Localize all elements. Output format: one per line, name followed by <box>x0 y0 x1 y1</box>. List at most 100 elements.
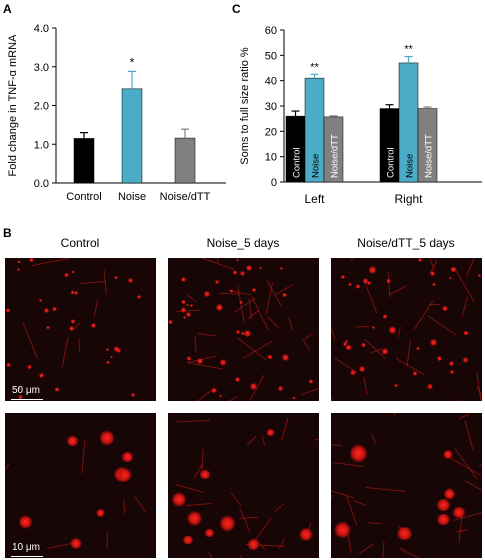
cell-body <box>109 355 113 358</box>
cell-body <box>66 435 80 447</box>
process-fiber <box>278 538 285 549</box>
process-fiber <box>356 325 370 328</box>
cell-body <box>451 506 466 519</box>
process-fiber <box>331 309 336 340</box>
cell-body <box>348 282 353 287</box>
process-fiber <box>81 439 86 474</box>
bar-series-label: Noise <box>311 154 322 178</box>
process-fiber <box>197 258 235 270</box>
process-fiber <box>208 552 220 558</box>
y-tick-label: 50 <box>265 50 277 62</box>
cell-body <box>186 311 192 317</box>
cell-body <box>386 278 392 284</box>
process-fiber <box>455 529 468 533</box>
cell-body <box>244 330 251 337</box>
scalebar-label-10um: 10 μm <box>12 542 40 553</box>
cell-body <box>71 318 76 324</box>
cell-body <box>371 326 376 329</box>
cell-body <box>463 331 469 336</box>
cell-body <box>16 386 21 391</box>
cell-body <box>6 362 11 367</box>
significance-label: ** <box>310 61 319 73</box>
cell-body <box>219 515 235 532</box>
process-fiber <box>280 416 289 441</box>
cell-body <box>96 509 106 518</box>
x-group-label: Left <box>304 192 325 206</box>
process-fiber <box>413 300 434 330</box>
process-fiber <box>22 321 39 359</box>
cell-body <box>99 430 114 446</box>
panel-letter-b: B <box>3 226 12 240</box>
cell-body <box>113 345 120 353</box>
cell-body <box>383 314 388 319</box>
process-fiber <box>194 335 197 353</box>
cell-body <box>394 383 398 387</box>
process-fiber <box>134 495 147 512</box>
cell-body <box>463 357 469 363</box>
cell-body <box>70 538 83 550</box>
process-fiber <box>187 362 223 370</box>
scalebar-label-50um: 50 μm <box>12 385 40 396</box>
micrograph-title-noise-dtt: Noise/dTT_5 days <box>357 236 455 250</box>
process-fiber <box>455 399 466 401</box>
cell-body <box>366 281 371 285</box>
cell-body <box>431 282 437 286</box>
cell-body <box>187 356 192 361</box>
cell-body <box>369 265 377 275</box>
process-fiber <box>345 494 358 526</box>
cell-body <box>250 382 257 390</box>
process-fiber <box>389 284 407 295</box>
cell-body <box>168 320 173 325</box>
process-fiber <box>261 434 265 445</box>
cell-body <box>17 267 21 272</box>
process-fiber <box>406 339 412 368</box>
process-fiber <box>354 499 367 506</box>
process-fiber <box>350 258 374 261</box>
y-tick-label: 10 <box>265 152 277 164</box>
cell-body <box>203 291 211 297</box>
cell-body <box>350 444 368 463</box>
cell-body <box>197 357 204 365</box>
cell-body <box>435 513 452 526</box>
process-fiber <box>331 489 354 499</box>
process-fiber <box>381 541 385 558</box>
cell-body <box>128 278 134 284</box>
cell-body <box>27 364 33 369</box>
cell-body <box>308 378 314 384</box>
process-fiber <box>459 413 470 419</box>
bar <box>174 137 196 184</box>
bar-series-label: Noise/dTT <box>424 134 435 178</box>
process-fiber <box>461 296 468 318</box>
cell-body <box>204 528 216 537</box>
cell-body <box>17 260 21 264</box>
x-tick-label: Noise <box>118 191 146 203</box>
cell-body <box>395 526 414 541</box>
chart-c: 0 10 20 30 40 50 60 Soms to full size ratio % Co… <box>239 25 482 206</box>
process-fiber <box>315 438 319 442</box>
cell-body <box>38 372 44 379</box>
cell-body <box>298 528 313 542</box>
cell-body <box>18 515 33 529</box>
process-fiber <box>79 280 107 284</box>
cell-body <box>282 354 289 362</box>
process-fiber <box>239 508 251 533</box>
process-fiber <box>304 331 314 340</box>
cell-body <box>427 383 434 389</box>
process-fiber <box>465 480 482 492</box>
significance-label: ** <box>404 44 413 56</box>
cell-body <box>183 315 187 319</box>
cell-body <box>359 366 365 373</box>
process-fiber <box>331 444 342 447</box>
cell-body <box>360 343 367 348</box>
cell-body <box>449 276 453 280</box>
cell-body <box>6 308 10 313</box>
bar <box>73 138 95 184</box>
cell-body <box>239 270 245 277</box>
micrograph-noise-dtt-high-mag <box>331 413 482 558</box>
cell-body <box>443 487 456 501</box>
panel-letter-a: A <box>3 2 12 16</box>
cell-body <box>216 303 223 311</box>
x-group-label: Right <box>394 192 423 206</box>
cell-body <box>116 467 133 482</box>
cell-body <box>44 307 50 313</box>
